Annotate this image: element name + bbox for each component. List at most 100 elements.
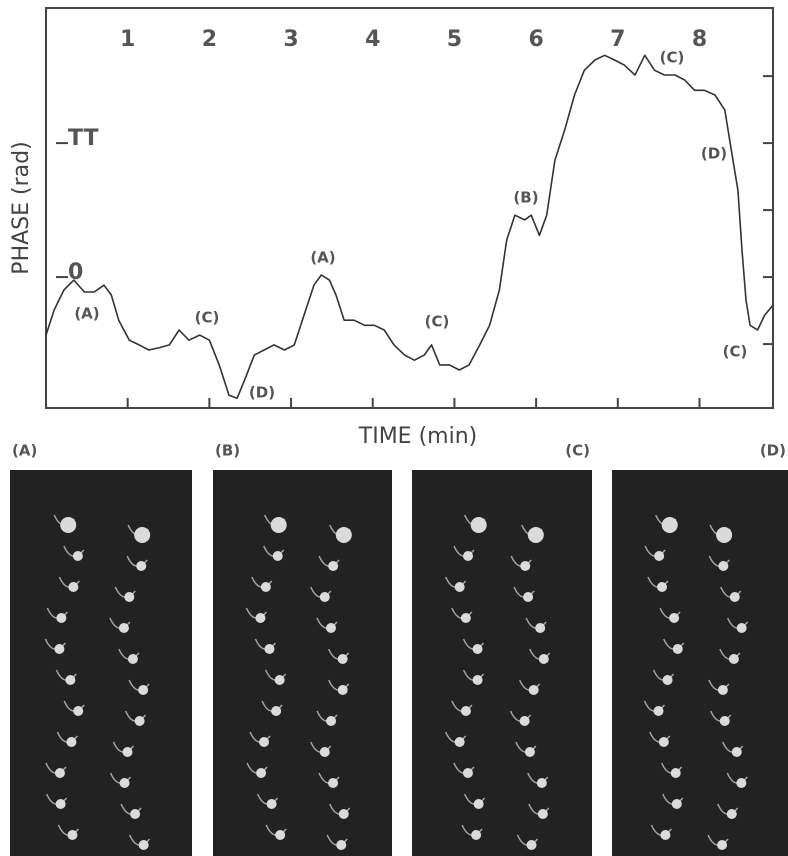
vortex-trail — [44, 638, 66, 650]
vortex-trail — [655, 514, 677, 526]
vortex-trail — [708, 679, 730, 691]
vortex-trail — [55, 669, 77, 681]
annotation: (A) — [310, 249, 335, 267]
photo — [412, 470, 592, 856]
vortex-trail — [462, 638, 485, 650]
vortex-trail — [513, 586, 535, 598]
vortex-trail — [118, 648, 140, 660]
vortex-trail — [128, 679, 150, 691]
x-tick-label: 7 — [610, 27, 625, 52]
x-tick-label: 1 — [120, 27, 135, 52]
vortex-trail — [109, 772, 132, 784]
vortex-trail — [529, 648, 551, 660]
vortex-trail — [245, 607, 268, 619]
vortex-trail — [316, 617, 338, 629]
vortex-trail — [327, 648, 350, 660]
vortex-trail — [112, 741, 135, 753]
vortex-trail — [265, 824, 287, 836]
annotation: (A) — [74, 305, 99, 323]
annotation: (C) — [660, 49, 685, 67]
vortex-trail — [254, 638, 277, 650]
vortex-trail — [120, 803, 142, 815]
vortex-trail — [509, 710, 532, 722]
vortex-trail — [453, 545, 475, 557]
vortex-trail — [461, 824, 483, 836]
vortex-trail — [719, 648, 741, 660]
vortex-trail — [126, 555, 148, 567]
x-tick-label: 8 — [692, 27, 707, 52]
vortex-trail — [58, 576, 80, 588]
vortex-trail — [318, 772, 340, 784]
vortex-trail — [521, 524, 543, 536]
vortex-trail — [263, 545, 285, 557]
vortex-trail — [109, 617, 131, 629]
y-axis-label: PHASE (rad) — [9, 141, 34, 274]
x-tick-label: 4 — [365, 27, 380, 52]
vortex-trail — [264, 514, 286, 526]
vortex-trail — [251, 576, 273, 588]
vortex-trail — [652, 669, 675, 681]
vortex-trail — [708, 555, 730, 567]
vortex-trail — [515, 741, 537, 753]
vortex-trail — [516, 834, 539, 846]
vortex-trail — [527, 772, 549, 784]
photo-panels — [10, 470, 788, 856]
annotation: (B) — [513, 189, 538, 207]
vortex-trail — [451, 700, 473, 712]
vortex-trail — [316, 710, 338, 722]
y-tick-label: TT — [68, 126, 99, 151]
vortex-trail — [644, 545, 666, 557]
vortex-trail — [318, 555, 340, 567]
vortex-trail — [310, 741, 332, 753]
vortex-trail — [46, 607, 68, 619]
vortex-trail — [45, 762, 67, 774]
vortex-trail — [528, 803, 550, 815]
vortex-trail — [451, 607, 473, 619]
vortex-trail — [643, 700, 666, 712]
vortex-trail — [663, 638, 685, 650]
x-tick-label: 2 — [202, 27, 217, 52]
vortex-trail — [63, 700, 85, 712]
x-tick-label: 3 — [283, 27, 298, 52]
photo — [213, 470, 392, 856]
photo — [10, 470, 192, 856]
panel-label: (B) — [215, 442, 240, 460]
vortex-trail — [256, 793, 279, 805]
x-tick-label: 6 — [528, 27, 543, 52]
y-tick-label: 0 — [68, 260, 83, 285]
annotation: (D) — [249, 384, 275, 402]
vortex-trail — [329, 803, 351, 815]
annotation: (C) — [195, 309, 220, 327]
vortex-trail — [647, 576, 669, 588]
vortex-trail — [264, 669, 287, 681]
vortex-trail — [707, 834, 729, 846]
vortex-trail — [464, 514, 486, 526]
vortex-trail — [453, 762, 475, 774]
vortex-trail — [124, 710, 147, 722]
vortex-trail — [463, 793, 486, 805]
vortex-trail — [261, 700, 283, 712]
vortex-trail — [720, 586, 742, 598]
vortex-trail — [329, 524, 351, 536]
vortex-trail — [326, 834, 348, 846]
vortex-trail — [650, 824, 673, 836]
vortex-trail — [114, 586, 136, 598]
vortex-trail — [246, 762, 268, 774]
panel-label: (D) — [760, 442, 786, 460]
phase-trace — [45, 54, 774, 399]
vortex-trail — [462, 669, 485, 681]
x-tick-label: 5 — [447, 27, 462, 52]
vortex-trail — [53, 514, 75, 526]
vortex-trail — [649, 731, 671, 743]
vortex-trail — [717, 803, 739, 815]
vortex-trail — [56, 731, 79, 743]
vortex-trail — [726, 772, 748, 784]
vortex-trail — [127, 524, 149, 536]
vortex-trail — [525, 617, 547, 629]
vortex-trail — [710, 710, 732, 722]
vortex-trail — [518, 679, 541, 691]
vortex-trail — [249, 731, 271, 743]
annotation: (C) — [425, 313, 450, 331]
vortex-trail — [57, 824, 80, 836]
